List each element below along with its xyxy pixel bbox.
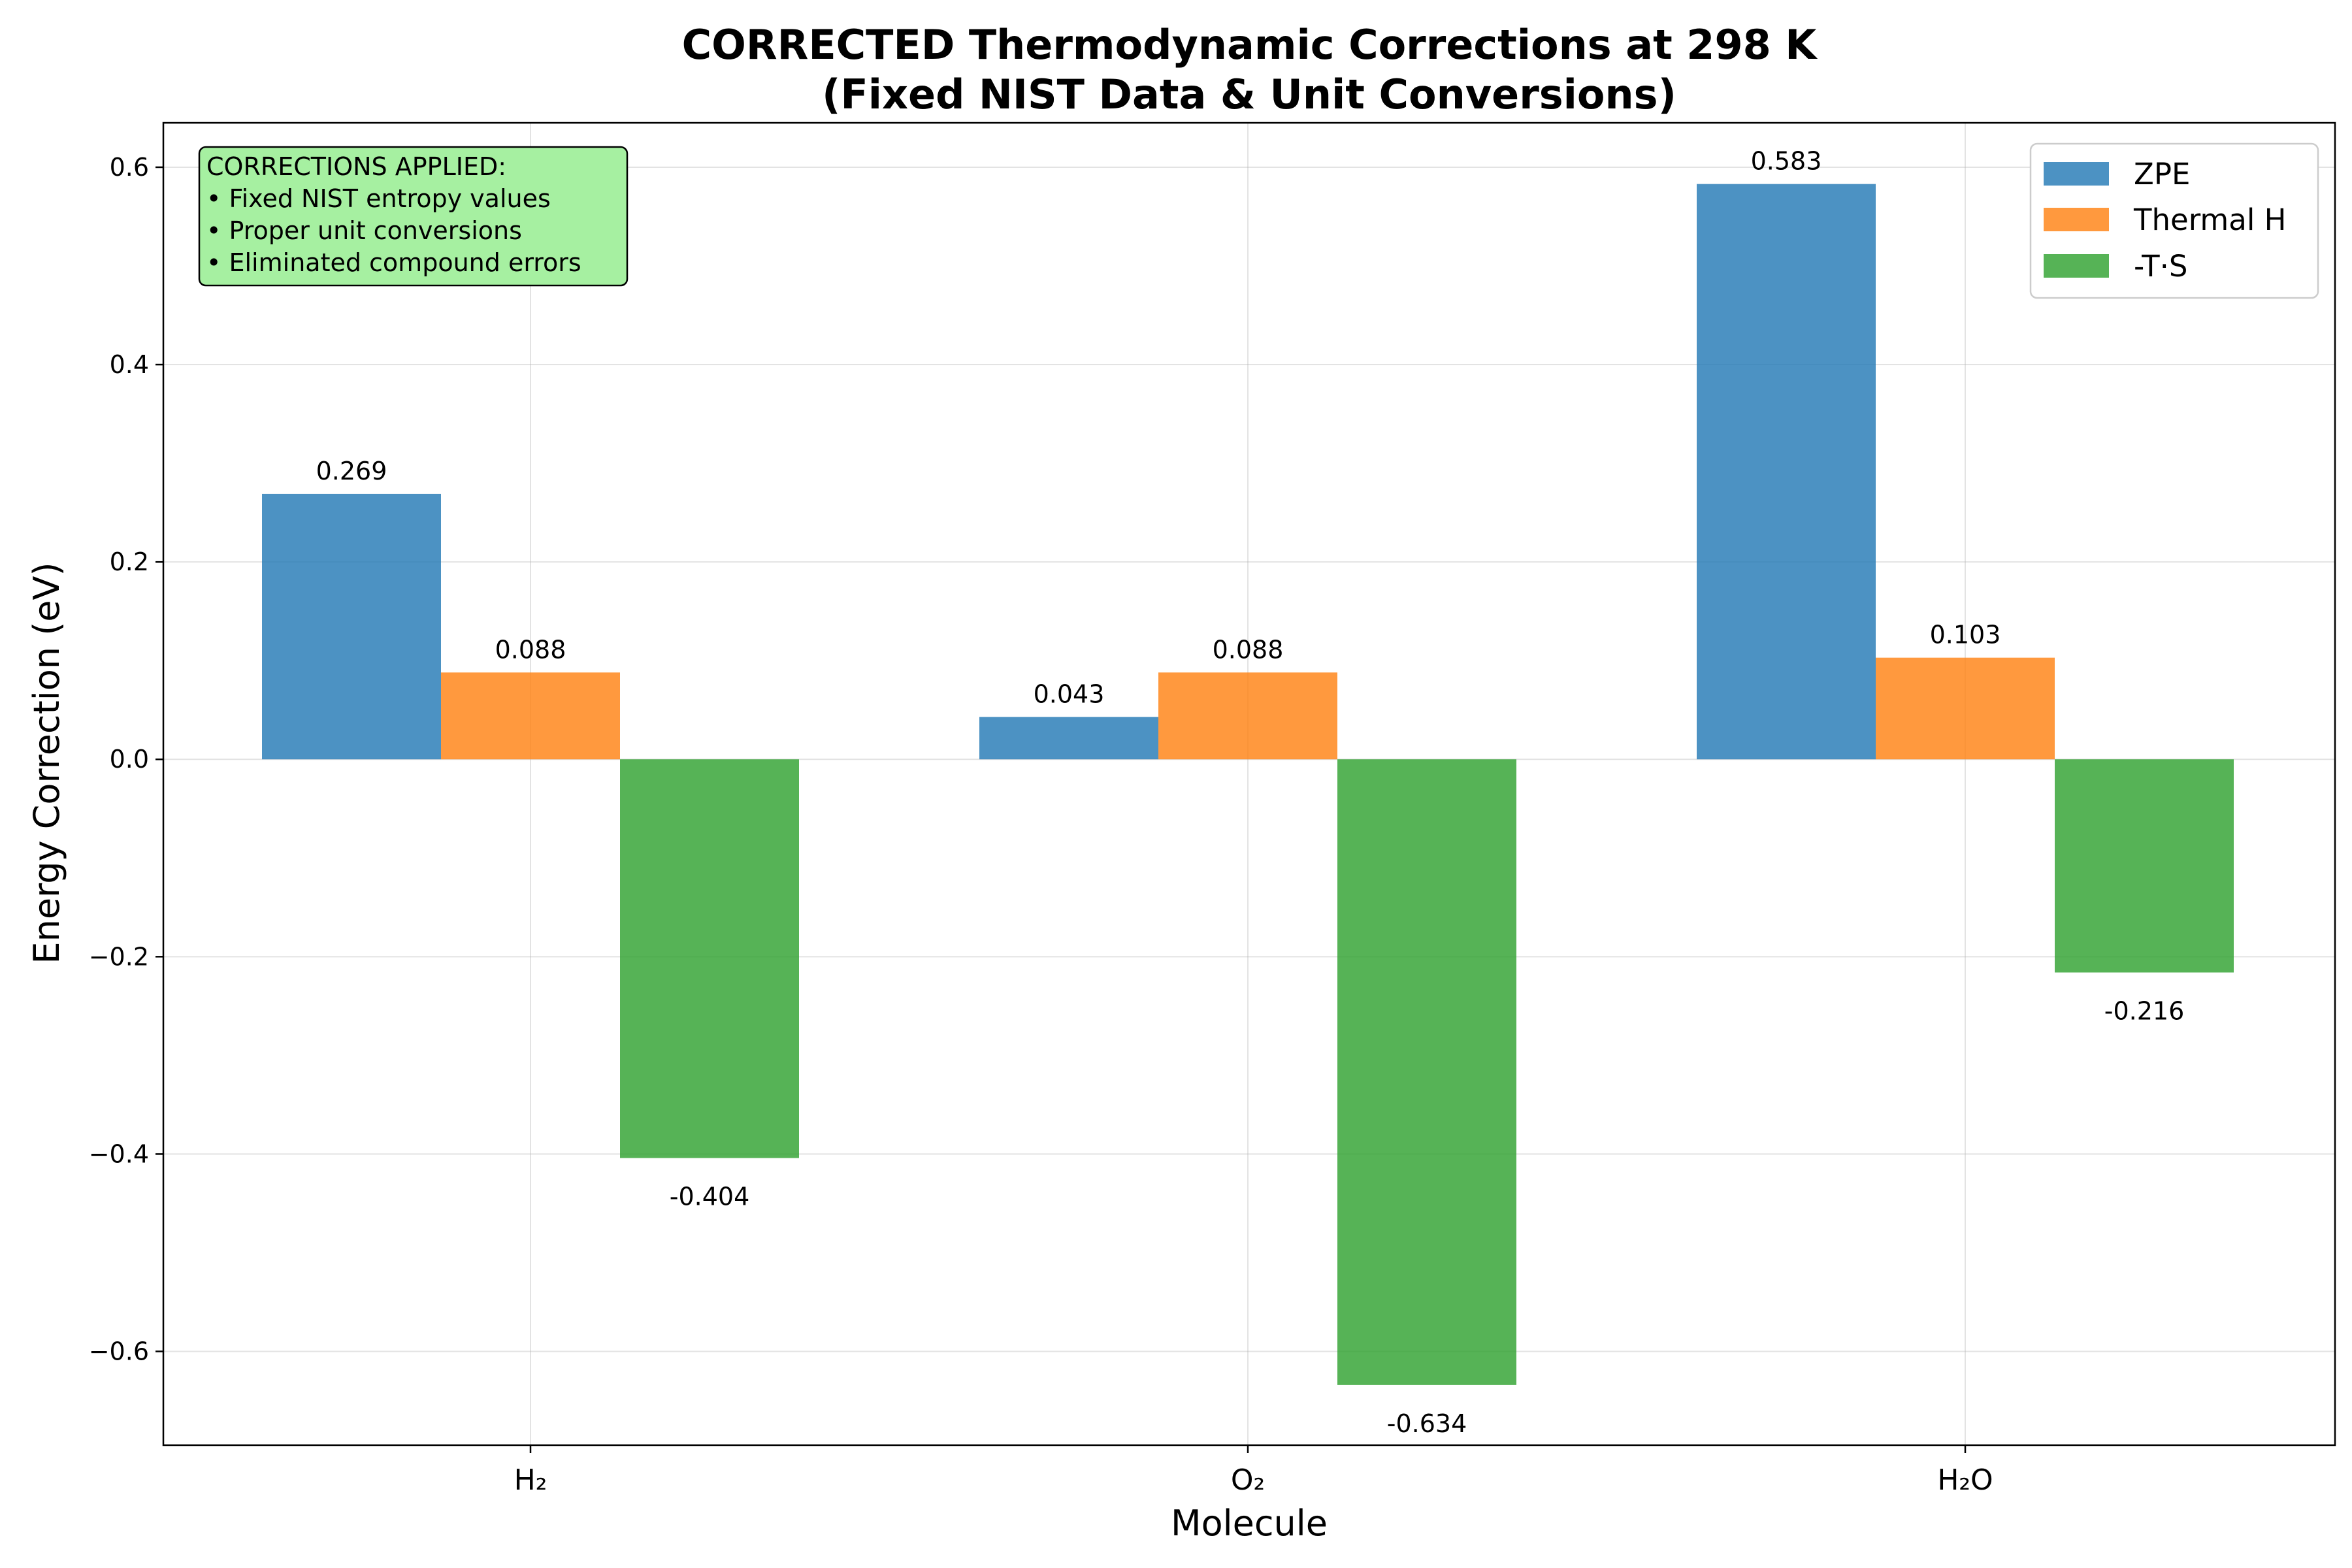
- bar-value-label: 0.269: [316, 457, 387, 485]
- bar--t-s-0: [620, 759, 799, 1158]
- data-labels: 0.269 0.043 0.583 0.088 0.088 0.103 -0.404 -0.6…: [316, 147, 2185, 1438]
- bar-zpe-1: [979, 717, 1158, 760]
- legend-label-ts: -T·S: [2134, 249, 2187, 284]
- bar--t-s-2: [2055, 759, 2234, 973]
- annotation-line: • Fixed NIST entropy values: [206, 184, 551, 213]
- bar-zpe-0: [262, 493, 441, 760]
- y-tick-label: −0.6: [89, 1337, 149, 1366]
- legend-swatch-zpe: [2044, 162, 2109, 186]
- bar-value-label: 0.088: [1213, 635, 1284, 664]
- legend-label-zpe: ZPE: [2134, 157, 2190, 191]
- bar-value-label: -0.634: [1387, 1409, 1467, 1438]
- x-axis-label: Molecule: [1171, 1503, 1328, 1544]
- bar-value-label: 0.043: [1034, 679, 1105, 708]
- y-tick-label: −0.2: [89, 942, 149, 971]
- bar-value-label: 0.088: [495, 635, 566, 664]
- grid: [163, 123, 2335, 1445]
- bar-thermal-h-1: [1158, 672, 1337, 760]
- x-tick-label: O₂: [1231, 1463, 1265, 1497]
- x-tick-label: H₂: [514, 1463, 547, 1497]
- bar-thermal-h-2: [1876, 657, 2055, 760]
- y-tick-label: 0.0: [110, 745, 149, 774]
- ticks: −0.6 −0.4 −0.2 0.0 0.2 0.4 0.6 H₂ O₂ H₂O: [89, 153, 1993, 1497]
- y-axis-label: Energy Correction (eV): [26, 562, 67, 964]
- chart-title-line-1: CORRECTED Thermodynamic Corrections at 2…: [682, 21, 1818, 69]
- legend-swatch-thermal-h: [2044, 208, 2109, 231]
- annotation-line: • Eliminated compound errors: [206, 248, 581, 277]
- annotation-box: CORRECTIONS APPLIED: • Fixed NIST entrop…: [198, 146, 629, 287]
- annotation-line: • Proper unit conversions: [206, 216, 522, 245]
- bar-thermal-h-0: [441, 672, 620, 760]
- bar-value-label: -0.216: [2104, 996, 2185, 1025]
- plot-frame: [162, 122, 2336, 1446]
- bar-value-label: -0.404: [670, 1182, 750, 1211]
- legend: ZPE Thermal H -T·S: [2029, 142, 2319, 299]
- bar-value-label: 0.103: [1930, 621, 2001, 649]
- bars: [262, 184, 2234, 1385]
- y-tick-label: −0.4: [89, 1139, 149, 1168]
- legend-swatch-ts: [2044, 254, 2109, 278]
- y-tick-label: 0.6: [110, 153, 149, 182]
- legend-label-thermal-h: Thermal H: [2133, 203, 2286, 237]
- x-tick-label: H₂O: [1937, 1463, 1993, 1497]
- chart-title-line-2: (Fixed NIST Data & Unit Conversions): [822, 71, 1676, 118]
- bar-zpe-2: [1697, 184, 1876, 760]
- bar-value-label: 0.583: [1751, 147, 1822, 176]
- bar--t-s-1: [1337, 759, 1516, 1385]
- annotation-line: CORRECTIONS APPLIED:: [206, 152, 506, 181]
- y-tick-label: 0.2: [110, 547, 149, 576]
- y-tick-label: 0.4: [110, 350, 149, 379]
